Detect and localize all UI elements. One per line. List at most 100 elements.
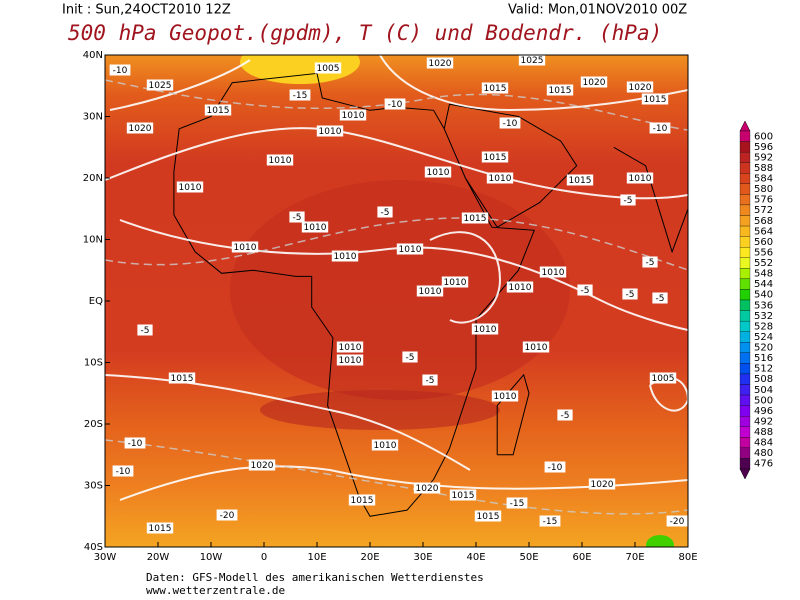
contour-label-box <box>124 437 146 449</box>
lon-label: 80E <box>678 552 697 563</box>
colorbar-swatch <box>739 447 751 459</box>
colorbar-label: 492 <box>754 416 773 427</box>
contour-label-box <box>426 57 454 69</box>
contour-label: -5 <box>426 376 435 386</box>
contour-label: 1010 <box>339 356 362 366</box>
contour-label-box <box>146 79 174 91</box>
contour-label-box <box>314 62 342 74</box>
valid-time: Valid: Mon,01NOV2010 00Z <box>508 3 687 18</box>
contour-label: -20 <box>670 517 685 527</box>
contour-label: 1010 <box>342 111 365 121</box>
contour-label-box <box>289 211 305 223</box>
contour-label: 1015 <box>149 524 172 534</box>
init-time: Init : Sun,24OCT2010 12Z <box>62 3 231 18</box>
colorbar-swatch <box>739 352 751 364</box>
contour-label: 1010 <box>334 252 357 262</box>
lon-label: 40E <box>466 552 485 563</box>
colorbar-swatch <box>739 194 751 206</box>
contour-label: -10 <box>653 124 668 134</box>
contour-label-box <box>416 285 444 297</box>
contour-label-box <box>301 221 329 233</box>
contour-label-box <box>649 372 677 384</box>
map-field: -10 1025 1020 1005 -15 1015 1010 1010 1010 1010 -1… <box>105 55 688 547</box>
contour-label-box <box>539 515 561 527</box>
colorbar-swatch <box>739 331 751 343</box>
contour-label-box <box>331 250 359 262</box>
contour-label-box <box>168 372 196 384</box>
colorbar-label: 568 <box>754 216 773 227</box>
lon-label: 60E <box>572 552 591 563</box>
contour-label: 1015 <box>484 153 507 163</box>
colorbar-swatch <box>739 183 751 195</box>
contour-label-box <box>248 459 276 471</box>
contour-label: 1015 <box>644 95 667 105</box>
contour-label-box <box>474 510 502 522</box>
colorbar-label: 588 <box>754 163 773 174</box>
colorbar-label: 488 <box>754 427 773 438</box>
contour-label: 1010 <box>419 287 442 297</box>
contour-label-box <box>449 489 477 501</box>
lon-label: 20E <box>360 552 379 563</box>
colorbar-swatch <box>739 320 751 332</box>
colorbar-label: 580 <box>754 184 773 195</box>
colorbar-label: 592 <box>754 152 773 163</box>
colorbar-swatch <box>739 458 751 470</box>
contour-label-box <box>557 409 573 421</box>
lon-label: 10E <box>307 552 326 563</box>
colorbar-swatch <box>739 236 751 248</box>
colorbar-label: 552 <box>754 258 773 269</box>
contour-label: 1010 <box>234 243 257 253</box>
contour-label-box <box>126 122 154 134</box>
contour-label: 1025 <box>521 56 544 66</box>
contour-label: 1010 <box>269 156 292 166</box>
contour-label: -10 <box>388 100 403 110</box>
contour-label-box <box>231 241 259 253</box>
colorbar-label: 600 <box>754 131 773 142</box>
colorbar-swatch <box>739 394 751 406</box>
contour-label: -15 <box>510 499 525 509</box>
contour-label-box <box>377 206 393 218</box>
colorbar-swatch <box>739 268 751 280</box>
colorbar-label: 520 <box>754 343 773 354</box>
contour-label-box <box>588 478 616 490</box>
coastline <box>173 72 688 517</box>
colorbar-swatch <box>739 342 751 353</box>
colorbar-label: 504 <box>754 385 773 396</box>
colorbar-label: 560 <box>754 237 773 248</box>
colorbar-label: 480 <box>754 448 773 459</box>
contour-label-box <box>461 212 489 224</box>
source-url: www.wetterzentrale.de <box>146 584 285 597</box>
contour-label-box <box>422 374 438 386</box>
contour-label: 1010 <box>339 343 362 353</box>
colorbar-label: 536 <box>754 300 773 311</box>
colorbar-swatch <box>739 310 751 322</box>
colorbar-swatch <box>739 299 751 311</box>
colorbar-swatch <box>739 247 751 258</box>
colorbar-swatch <box>739 373 751 385</box>
colorbar-label: 572 <box>754 205 773 216</box>
lat-label: 30N <box>83 112 103 123</box>
contour-label-box <box>544 461 566 473</box>
colorbar-swatch <box>739 405 751 417</box>
colorbar-swatch <box>739 141 751 153</box>
contour-label-box <box>506 281 534 293</box>
contour-label: 1015 <box>464 214 487 224</box>
contour-label-box <box>649 122 671 134</box>
contour-label-box <box>402 351 418 363</box>
contour-label-box <box>626 81 654 93</box>
contour-label: 1025 <box>149 81 172 91</box>
contour-label: -10 <box>128 439 143 449</box>
contour-label-box <box>518 55 546 66</box>
colorbar-swatch <box>739 384 751 396</box>
lat-label: 20N <box>83 173 103 184</box>
colorbar-label: 508 <box>754 374 773 385</box>
contour-label: 1005 <box>317 64 340 74</box>
lat-label: 40N <box>83 50 103 61</box>
contour-label: 1010 <box>542 268 565 278</box>
colorbar-cap <box>739 120 751 132</box>
contour-label-box <box>336 341 364 353</box>
contour-label: 1020 <box>591 480 614 490</box>
contour-label-box <box>424 166 452 178</box>
colorbar-swatch <box>739 278 751 290</box>
colorbar-label: 564 <box>754 226 773 237</box>
